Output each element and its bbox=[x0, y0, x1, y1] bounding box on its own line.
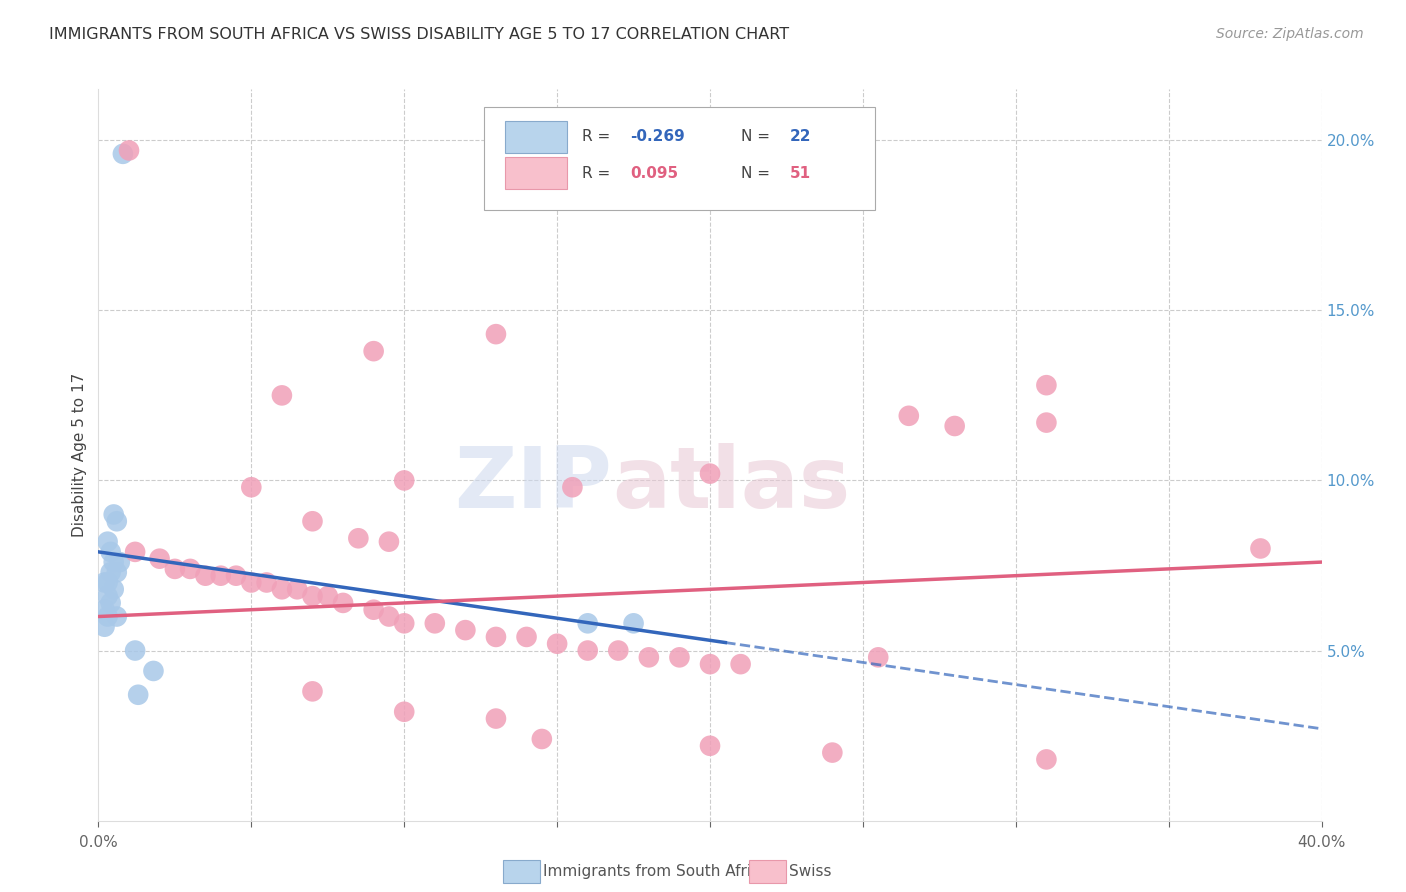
Point bbox=[105, 609, 128, 624]
Point bbox=[127, 688, 149, 702]
Text: Immigrants from South Africa: Immigrants from South Africa bbox=[543, 864, 769, 879]
Point bbox=[270, 582, 292, 597]
Point bbox=[485, 327, 508, 342]
Point bbox=[1035, 378, 1057, 392]
FancyBboxPatch shape bbox=[484, 108, 875, 210]
Point bbox=[943, 419, 966, 434]
Point bbox=[179, 562, 201, 576]
Point bbox=[699, 467, 721, 481]
Text: 22: 22 bbox=[790, 129, 811, 145]
Point bbox=[730, 657, 752, 672]
Point bbox=[516, 630, 538, 644]
Point bbox=[363, 344, 385, 359]
Point bbox=[423, 616, 446, 631]
Point bbox=[454, 623, 477, 637]
Point bbox=[301, 514, 323, 528]
Point bbox=[270, 388, 292, 402]
Point bbox=[100, 596, 122, 610]
Point bbox=[103, 582, 125, 597]
Text: 0.095: 0.095 bbox=[630, 166, 679, 181]
Text: N =: N = bbox=[741, 166, 775, 181]
Point bbox=[225, 568, 247, 582]
Point bbox=[256, 575, 278, 590]
Point bbox=[821, 746, 844, 760]
Point bbox=[93, 603, 115, 617]
Point bbox=[561, 480, 583, 494]
Text: Source: ZipAtlas.com: Source: ZipAtlas.com bbox=[1216, 27, 1364, 41]
Point bbox=[301, 684, 323, 698]
Point bbox=[103, 555, 125, 569]
Point bbox=[124, 545, 146, 559]
Text: Swiss: Swiss bbox=[789, 864, 831, 879]
Point bbox=[97, 575, 120, 590]
Point bbox=[897, 409, 920, 423]
Point bbox=[163, 562, 186, 576]
Point bbox=[111, 146, 134, 161]
Point bbox=[546, 637, 568, 651]
Point bbox=[1035, 752, 1057, 766]
Point bbox=[194, 568, 217, 582]
Point bbox=[149, 551, 172, 566]
Point bbox=[124, 643, 146, 657]
Point bbox=[485, 712, 508, 726]
Text: ZIP: ZIP bbox=[454, 442, 612, 525]
Point bbox=[392, 474, 416, 488]
Point bbox=[392, 616, 416, 631]
Point bbox=[1249, 541, 1271, 556]
FancyBboxPatch shape bbox=[505, 120, 567, 153]
Text: -0.269: -0.269 bbox=[630, 129, 685, 145]
Point bbox=[108, 555, 131, 569]
Point bbox=[485, 630, 508, 644]
Point bbox=[699, 739, 721, 753]
Point bbox=[142, 664, 165, 678]
Text: N =: N = bbox=[741, 129, 775, 145]
Point bbox=[576, 643, 599, 657]
Point bbox=[105, 514, 128, 528]
Y-axis label: Disability Age 5 to 17: Disability Age 5 to 17 bbox=[72, 373, 87, 537]
Text: IMMIGRANTS FROM SOUTH AFRICA VS SWISS DISABILITY AGE 5 TO 17 CORRELATION CHART: IMMIGRANTS FROM SOUTH AFRICA VS SWISS DI… bbox=[49, 27, 789, 42]
Point bbox=[93, 620, 115, 634]
Point bbox=[240, 480, 263, 494]
Point bbox=[209, 568, 232, 582]
Point bbox=[607, 643, 630, 657]
Point bbox=[93, 575, 115, 590]
Point bbox=[97, 609, 120, 624]
Point bbox=[637, 650, 661, 665]
Point bbox=[392, 705, 416, 719]
Point bbox=[301, 589, 323, 603]
Point bbox=[103, 508, 125, 522]
Text: 51: 51 bbox=[790, 166, 811, 181]
Point bbox=[378, 534, 401, 549]
Point bbox=[576, 616, 599, 631]
Point bbox=[363, 603, 385, 617]
Point bbox=[668, 650, 690, 665]
Point bbox=[530, 731, 553, 746]
Point bbox=[623, 616, 645, 631]
Point bbox=[100, 566, 122, 580]
Text: R =: R = bbox=[582, 166, 614, 181]
Point bbox=[285, 582, 308, 597]
Point bbox=[347, 531, 370, 545]
Point bbox=[100, 545, 122, 559]
Point bbox=[1035, 416, 1057, 430]
Point bbox=[118, 144, 141, 158]
Text: atlas: atlas bbox=[612, 442, 851, 525]
Point bbox=[332, 596, 354, 610]
Point bbox=[97, 534, 120, 549]
Text: R =: R = bbox=[582, 129, 614, 145]
FancyBboxPatch shape bbox=[505, 157, 567, 189]
Point bbox=[378, 609, 401, 624]
Point bbox=[868, 650, 890, 665]
Point bbox=[699, 657, 721, 672]
Point bbox=[105, 566, 128, 580]
Point bbox=[97, 589, 120, 603]
Point bbox=[240, 575, 263, 590]
Point bbox=[316, 589, 339, 603]
